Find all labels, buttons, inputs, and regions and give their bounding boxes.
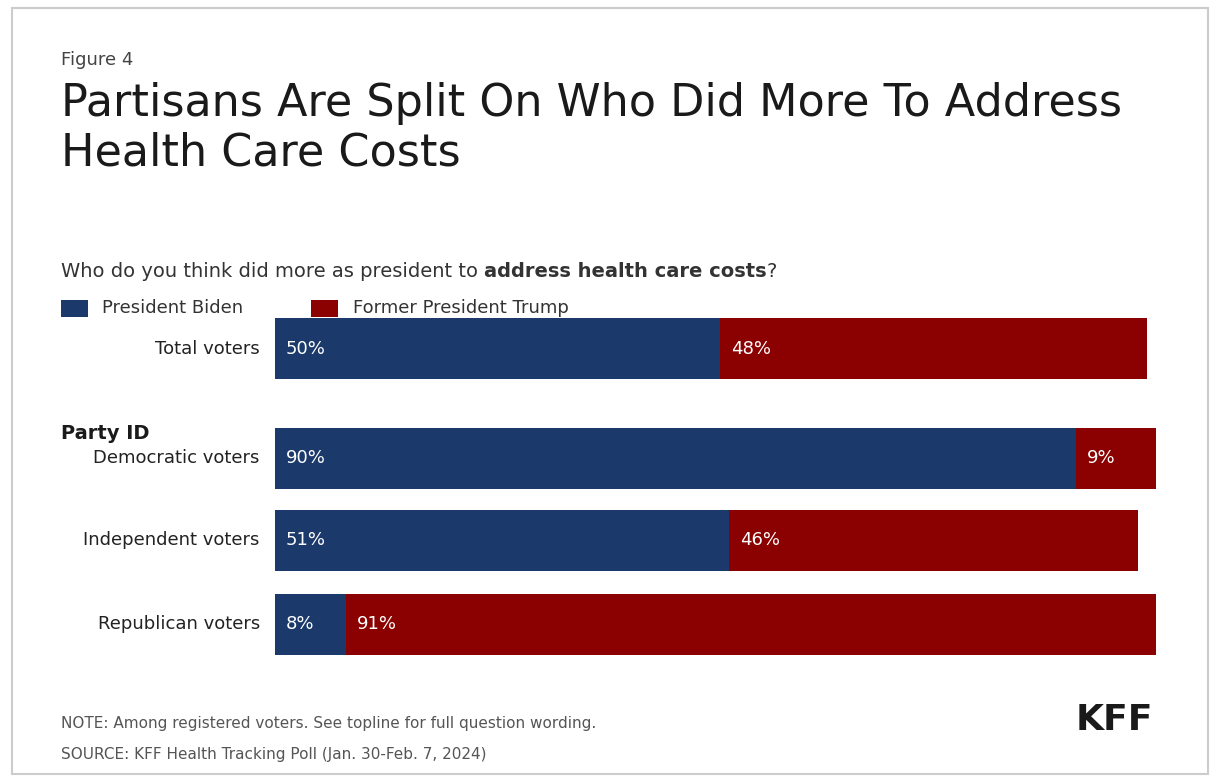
Text: NOTE: Among registered voters. See topline for full question wording.: NOTE: Among registered voters. See topli… — [61, 716, 597, 730]
Bar — [720, 318, 1147, 379]
Bar — [1076, 428, 1157, 489]
Text: ?: ? — [767, 262, 777, 281]
Bar — [274, 594, 345, 655]
Bar — [311, 300, 338, 317]
Text: President Biden: President Biden — [102, 299, 244, 317]
Text: KFF: KFF — [1075, 703, 1153, 737]
Text: Figure 4: Figure 4 — [61, 51, 133, 69]
Bar — [728, 510, 1138, 571]
Text: SOURCE: KFF Health Tracking Poll (Jan. 30-Feb. 7, 2024): SOURCE: KFF Health Tracking Poll (Jan. 3… — [61, 747, 487, 762]
Bar — [274, 428, 1076, 489]
Bar — [274, 510, 728, 571]
Text: Democratic voters: Democratic voters — [94, 449, 260, 468]
Text: Partisans Are Split On Who Did More To Address
Health Care Costs: Partisans Are Split On Who Did More To A… — [61, 82, 1122, 175]
Text: 46%: 46% — [739, 531, 780, 550]
Text: 48%: 48% — [731, 339, 771, 358]
Text: Who do you think did more as president to: Who do you think did more as president t… — [61, 262, 484, 281]
Bar — [61, 300, 88, 317]
Text: Republican voters: Republican voters — [98, 615, 260, 633]
Text: address health care costs: address health care costs — [484, 262, 767, 281]
Text: 8%: 8% — [285, 615, 314, 633]
Text: 90%: 90% — [285, 449, 326, 468]
Text: Total voters: Total voters — [155, 339, 260, 358]
Text: 91%: 91% — [356, 615, 396, 633]
Bar — [274, 318, 720, 379]
Text: 50%: 50% — [285, 339, 326, 358]
Text: Party ID: Party ID — [61, 424, 150, 443]
Text: Former President Trump: Former President Trump — [353, 299, 569, 317]
Bar — [345, 594, 1157, 655]
Text: Independent voters: Independent voters — [83, 531, 260, 550]
Text: 9%: 9% — [1087, 449, 1115, 468]
Text: 51%: 51% — [285, 531, 326, 550]
